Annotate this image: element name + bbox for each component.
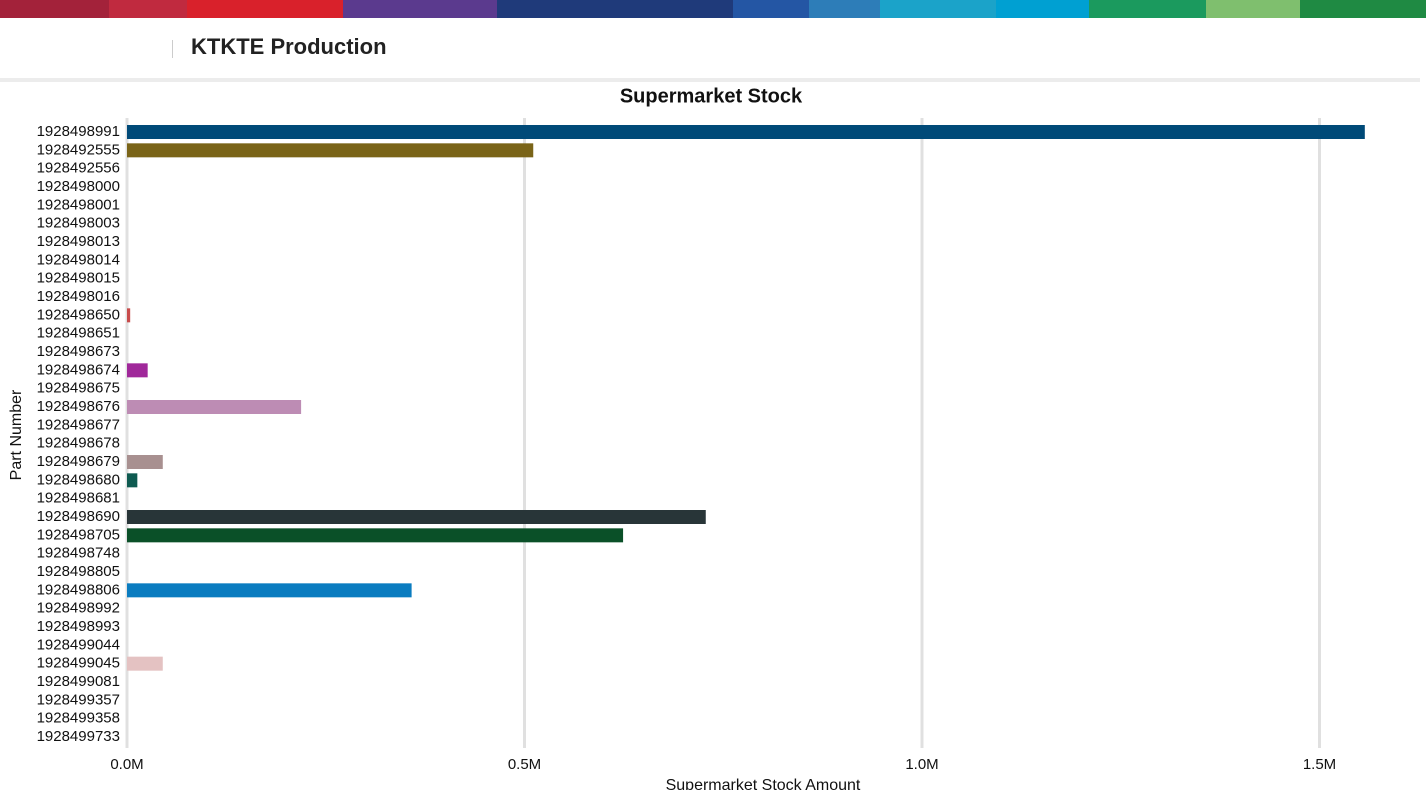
y-tick-label: 1928498681: [37, 490, 120, 507]
y-tick-label: 1928498674: [37, 361, 120, 378]
y-tick-label: 1928499733: [37, 728, 120, 745]
bar: [127, 363, 148, 378]
bar: [127, 656, 163, 671]
y-tick-label: 1928498679: [37, 453, 120, 470]
y-tick-label: 1928498651: [37, 325, 120, 342]
y-tick-label: 1928498993: [37, 618, 120, 635]
y-tick-label: 1928499081: [37, 673, 120, 690]
x-tick-label: 1.5M: [1303, 756, 1336, 773]
y-tick-label: 1928498015: [37, 270, 120, 287]
y-tick-label: 1928499044: [37, 636, 120, 653]
y-tick-label: 1928498677: [37, 416, 120, 433]
bar: [127, 583, 412, 598]
bar: [127, 400, 302, 414]
bar: [127, 510, 706, 524]
bar: [127, 308, 131, 323]
y-tick-label: 1928499045: [37, 655, 120, 672]
y-tick-label: 1928498013: [37, 233, 120, 250]
y-tick-label: 1928492556: [37, 160, 120, 177]
y-tick-label: 1928498705: [37, 526, 120, 543]
y-axis-label: Part Number: [8, 389, 25, 480]
x-tick-label: 1.0M: [905, 756, 938, 773]
bar: [127, 455, 163, 469]
x-axis-label: Supermarket Stock Amount: [666, 777, 861, 790]
x-tick-label: 0.0M: [110, 756, 143, 773]
y-tick-label: 1928498003: [37, 215, 120, 232]
chart-title: Supermarket Stock: [620, 85, 803, 107]
y-tick-label: 1928498016: [37, 288, 120, 305]
y-tick-label: 1928498748: [37, 545, 120, 562]
y-tick-label: 1928498991: [37, 123, 120, 140]
y-tick-label: 1928498014: [37, 251, 120, 268]
y-tick-label: 1928498000: [37, 178, 120, 195]
y-tick-label: 1928498690: [37, 508, 120, 525]
header: KTKTE Production: [0, 18, 1420, 82]
y-tick-label: 1928498673: [37, 343, 120, 360]
page-title: KTKTE Production: [191, 34, 387, 59]
y-tick-label: 1928499358: [37, 710, 120, 727]
chart: Supermarket Stock Part Number Supermarke…: [8, 85, 1365, 790]
bar: [127, 528, 624, 543]
bar: [127, 125, 1365, 139]
y-tick-label: 1928498806: [37, 581, 120, 598]
y-tick-label: 1928498678: [37, 435, 120, 452]
y-tick-label: 1928498675: [37, 380, 120, 397]
brand-stripe: [0, 0, 1426, 18]
y-tick-label: 1928498992: [37, 600, 120, 617]
y-tick-label: 1928492555: [37, 141, 120, 158]
y-tick-label: 1928498676: [37, 398, 120, 415]
bar: [127, 143, 534, 158]
separator: [172, 40, 173, 58]
bar: [127, 473, 138, 488]
y-tick-label: 1928498650: [37, 306, 120, 323]
y-tick-label: 1928498680: [37, 471, 120, 488]
y-tick-label: 1928498805: [37, 563, 120, 580]
y-tick-label: 1928499357: [37, 691, 120, 708]
y-tick-label: 1928498001: [37, 196, 120, 213]
x-tick-label: 0.5M: [508, 756, 541, 773]
